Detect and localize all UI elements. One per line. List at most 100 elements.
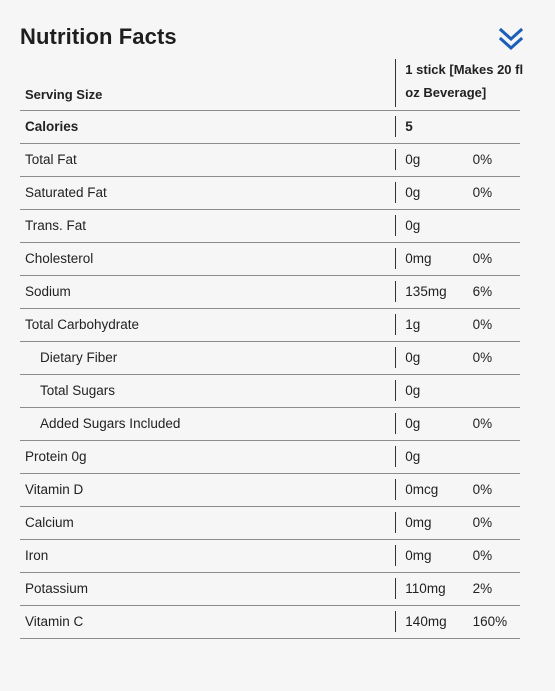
column-divider bbox=[395, 281, 397, 302]
nutrient-daily-value: 0% bbox=[472, 515, 493, 530]
nutrient-row: Calcium 0mg 0% bbox=[20, 506, 520, 539]
nutrient-daily-value: 2% bbox=[472, 581, 493, 596]
nutrient-row: Saturated Fat 0g 0% bbox=[20, 176, 520, 209]
panel-title: Nutrition Facts bbox=[20, 24, 177, 49]
nutrient-label: Vitamin D bbox=[25, 482, 84, 497]
column-divider bbox=[395, 347, 397, 368]
column-divider bbox=[395, 611, 397, 632]
nutrient-label: Cholesterol bbox=[25, 251, 94, 266]
nutrient-amount-cell: 0g bbox=[395, 440, 457, 473]
nutrient-amount-cell: 140mg bbox=[395, 605, 457, 638]
nutrient-daily-value: 0% bbox=[472, 482, 493, 497]
nutrient-label: Saturated Fat bbox=[25, 185, 107, 200]
collapse-button[interactable] bbox=[497, 24, 525, 54]
nutrient-amount: 0g bbox=[405, 449, 421, 464]
calories-row: Calories 5 bbox=[20, 110, 520, 143]
nutrient-amount-cell: 1g bbox=[395, 308, 457, 341]
nutrient-amount-cell: 0g bbox=[395, 143, 457, 176]
nutrient-amount-cell: 110mg bbox=[395, 572, 457, 605]
calories-value: 5 bbox=[405, 119, 413, 134]
nutrient-amount: 0g bbox=[405, 218, 421, 233]
nutrient-amount-cell: 0mg bbox=[395, 539, 457, 572]
serving-size-value: 1 stick [Makes 20 fl oz Beverage] bbox=[405, 62, 524, 100]
nutrient-label: Sodium bbox=[25, 284, 71, 299]
nutrient-amount: 0g bbox=[405, 383, 421, 398]
nutrient-amount: 0g bbox=[405, 185, 421, 200]
nutrient-amount-cell: 0mg bbox=[395, 506, 457, 539]
nutrient-row: Iron 0mg 0% bbox=[20, 539, 520, 572]
calories-dv bbox=[458, 110, 520, 143]
column-divider bbox=[395, 215, 397, 236]
column-divider bbox=[395, 512, 397, 533]
column-divider bbox=[395, 380, 397, 401]
nutrient-amount-cell: 0g bbox=[395, 341, 457, 374]
nutrient-amount: 0g bbox=[405, 416, 421, 431]
panel-header: Nutrition Facts bbox=[20, 20, 524, 62]
nutrient-row: Vitamin D 0mcg 0% bbox=[20, 473, 520, 506]
nutrient-label: Dietary Fiber bbox=[40, 350, 118, 365]
nutrient-amount-cell: 0g bbox=[395, 209, 457, 242]
nutrient-daily-value bbox=[458, 209, 520, 242]
nutrient-label: Total Carbohydrate bbox=[25, 317, 140, 332]
nutrient-daily-value: 0% bbox=[472, 350, 493, 365]
nutrient-row: Total Fat 0g 0% bbox=[20, 143, 520, 176]
nutrient-daily-value: 6% bbox=[472, 284, 493, 299]
nutrient-daily-value: 160% bbox=[472, 614, 508, 629]
nutrient-amount-cell: 135mg bbox=[395, 275, 457, 308]
nutrient-amount: 0mcg bbox=[405, 482, 439, 497]
nutrient-amount: 0mg bbox=[405, 515, 432, 530]
column-divider bbox=[395, 479, 397, 500]
nutrient-daily-value: 0% bbox=[472, 317, 493, 332]
nutrient-amount: 140mg bbox=[405, 614, 447, 629]
nutrient-label: Potassium bbox=[25, 581, 89, 596]
nutrient-row: Total Sugars 0g bbox=[20, 374, 520, 407]
calories-amount-cell: 5 bbox=[395, 110, 457, 143]
nutrient-row: Potassium 110mg 2% bbox=[20, 572, 520, 605]
serving-size-cell: 1 stick [Makes 20 fl oz Beverage] bbox=[395, 59, 523, 110]
nutrient-amount: 110mg bbox=[405, 581, 446, 596]
nutrient-row: Trans. Fat 0g bbox=[20, 209, 520, 242]
nutrient-label: Vitamin C bbox=[25, 614, 84, 629]
nutrient-label: Protein 0g bbox=[25, 449, 87, 464]
nutrient-amount: 0mg bbox=[405, 251, 432, 266]
column-divider bbox=[395, 413, 397, 434]
column-divider bbox=[395, 149, 397, 170]
nutrient-daily-value bbox=[458, 440, 520, 473]
nutrition-facts-panel: Nutrition Facts Serving Size 1 stick [Ma… bbox=[20, 20, 524, 639]
nutrient-amount-cell: 0g bbox=[395, 407, 457, 440]
nutrient-row: Cholesterol 0mg 0% bbox=[20, 242, 520, 275]
column-divider bbox=[395, 545, 397, 566]
column-divider bbox=[395, 446, 397, 467]
nutrient-label: Total Sugars bbox=[40, 383, 116, 398]
nutrient-amount: 0g bbox=[405, 152, 421, 167]
nutrient-amount: 0g bbox=[405, 350, 421, 365]
column-divider bbox=[395, 314, 397, 335]
nutrient-daily-value: 0% bbox=[472, 548, 493, 563]
column-divider bbox=[395, 578, 397, 599]
serving-size-row: Serving Size 1 stick [Makes 20 fl oz Bev… bbox=[20, 59, 523, 110]
nutrient-daily-value bbox=[458, 374, 520, 407]
nutrient-amount: 0mg bbox=[405, 548, 432, 563]
nutrient-row: Added Sugars Included 0g 0% bbox=[20, 407, 520, 440]
nutrient-daily-value: 0% bbox=[472, 185, 493, 200]
nutrient-daily-value: 0% bbox=[472, 152, 493, 167]
nutrient-label: Total Fat bbox=[25, 152, 77, 167]
nutrient-daily-value: 0% bbox=[472, 416, 493, 431]
nutrient-amount: 1g bbox=[405, 317, 421, 332]
nutrient-amount-cell: 0mg bbox=[395, 242, 457, 275]
nutrient-amount-cell: 0mcg bbox=[395, 473, 457, 506]
nutrient-label: Added Sugars Included bbox=[40, 416, 181, 431]
nutrient-row: Dietary Fiber 0g 0% bbox=[20, 341, 520, 374]
nutrient-amount-cell: 0g bbox=[395, 176, 457, 209]
nutrient-row: Total Carbohydrate 1g 0% bbox=[20, 308, 520, 341]
nutrient-amount: 135mg bbox=[405, 284, 447, 299]
column-divider bbox=[395, 59, 397, 107]
nutrient-amount-cell: 0g bbox=[395, 374, 457, 407]
calories-label: Calories bbox=[25, 119, 79, 134]
column-divider bbox=[395, 116, 397, 137]
nutrient-label: Iron bbox=[25, 548, 49, 563]
nutrient-label: Calcium bbox=[25, 515, 74, 530]
column-divider bbox=[395, 182, 397, 203]
nutrition-table: Serving Size 1 stick [Makes 20 fl oz Bev… bbox=[20, 59, 523, 639]
nutrient-row: Sodium 135mg 6% bbox=[20, 275, 520, 308]
